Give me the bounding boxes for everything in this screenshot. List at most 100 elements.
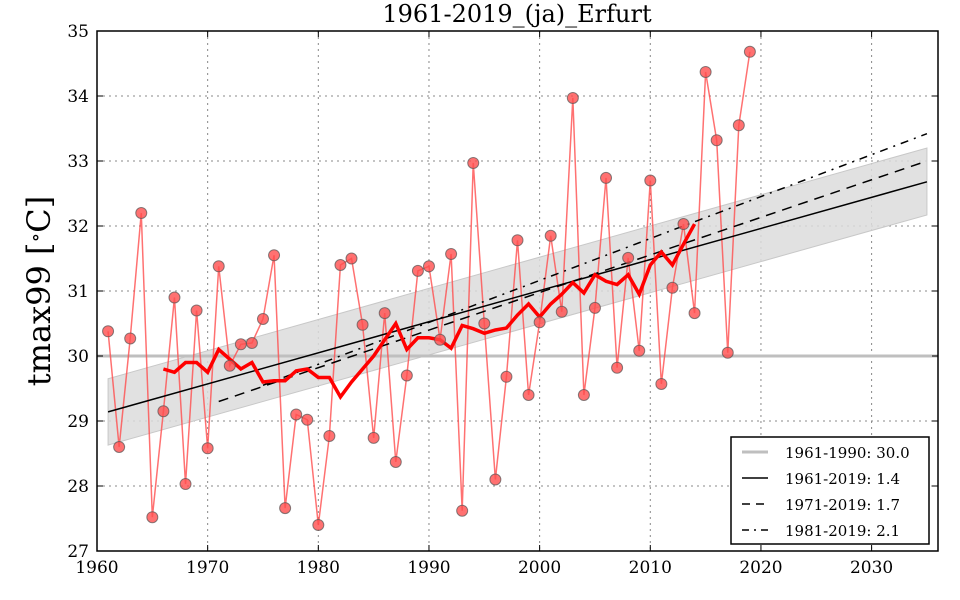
annual-point	[577, 389, 590, 401]
annual-point	[124, 332, 137, 345]
trend-1971-2019	[218, 160, 928, 403]
annual-point	[467, 156, 480, 169]
annual-point	[456, 504, 469, 517]
annual-point	[378, 307, 391, 320]
annual-point	[234, 338, 247, 351]
y-axis-label-main: tmax99 [	[20, 243, 58, 387]
annual-point	[743, 45, 756, 58]
trend-1981-2019	[262, 132, 928, 386]
y-axis-label: tmax99 [∘C]	[20, 196, 58, 386]
annual-point	[666, 281, 679, 294]
x-tick-label: 2020	[739, 558, 782, 578]
annual-point	[190, 304, 203, 317]
annual-point	[411, 264, 424, 277]
legend-item: 1961-1990: 30.0	[742, 444, 910, 462]
annual-point	[688, 307, 701, 320]
annual-point	[732, 119, 745, 132]
x-tick-label: 2030	[850, 558, 893, 578]
annual-point	[710, 134, 723, 147]
axis-ticks	[96, 30, 938, 552]
trend-1961-2019	[107, 181, 928, 413]
legend-label: 1961-1990: 30.0	[785, 444, 910, 462]
annual-point	[677, 218, 690, 231]
annual-point	[500, 370, 513, 383]
annual-point	[522, 389, 535, 401]
legend-box	[730, 436, 930, 545]
y-tick-label: 28	[67, 477, 89, 497]
annual-point	[622, 251, 635, 264]
legend: 1961-1990: 30.0 1961-2019: 1.4 1971-2019: …	[730, 436, 930, 545]
x-tick-label: 2010	[629, 558, 672, 578]
annual-point	[201, 442, 214, 455]
annual-point	[334, 259, 347, 271]
legend-item: 1981-2019: 2.1	[742, 522, 900, 540]
x-tick-label: 1960	[75, 558, 118, 578]
x-tick-label: 1980	[297, 558, 340, 578]
x-tick-label: 1970	[186, 558, 229, 578]
y-tick-labels: 27 28 29 30 31 32 33 34 35	[67, 22, 89, 562]
chart-title: 1961-2019_(ja)_Erfurt	[382, 0, 652, 28]
annual-point	[489, 473, 502, 486]
annual-point	[290, 408, 303, 421]
annual-point	[544, 229, 557, 242]
annual-point	[279, 502, 292, 515]
y-axis-label-degree: ∘	[23, 233, 47, 243]
annual-point	[699, 65, 712, 78]
y-tick-label: 29	[67, 412, 89, 432]
annual-point	[323, 429, 336, 442]
annual-point	[356, 318, 369, 331]
annual-point	[511, 234, 524, 247]
annual-point	[367, 431, 380, 444]
annual-point	[655, 377, 668, 390]
annual-point	[345, 252, 358, 265]
annual-point	[555, 305, 568, 318]
y-tick-label: 31	[67, 282, 89, 302]
x-tick-labels: 1960 1970 1980 1990 2000 2010 2020 2030	[75, 558, 893, 578]
legend-item: 1971-2019: 1.7	[742, 496, 900, 514]
moving-average-line	[162, 223, 697, 401]
annual-point	[223, 359, 236, 372]
plot-area	[97, 45, 938, 531]
y-tick-label: 35	[67, 22, 89, 42]
annual-point	[434, 333, 447, 346]
x-tick-label: 1990	[407, 558, 450, 578]
legend-label: 1971-2019: 1.7	[785, 496, 900, 514]
annual-point	[245, 337, 258, 349]
x-tick-label: 2000	[518, 558, 561, 578]
annual-point	[611, 361, 624, 374]
annual-point	[179, 478, 192, 491]
annual-point	[633, 344, 646, 357]
y-tick-label: 34	[67, 87, 89, 107]
y-tick-label: 32	[67, 217, 89, 237]
annual-point	[566, 91, 579, 104]
annual-point	[445, 247, 458, 260]
legend-item: 1961-2019: 1.4	[742, 470, 900, 488]
annual-point	[588, 301, 601, 314]
y-tick-label: 27	[67, 542, 89, 562]
annual-point	[157, 405, 170, 418]
y-tick-label: 33	[67, 152, 89, 172]
annual-point	[212, 260, 225, 273]
annual-point	[478, 317, 491, 330]
y-tick-label: 30	[67, 347, 89, 367]
annual-point	[146, 511, 159, 524]
y-axis-label-unit: C]	[20, 196, 58, 233]
annual-point	[600, 171, 613, 184]
annual-point	[400, 369, 413, 382]
legend-label: 1961-2019: 1.4	[785, 470, 900, 488]
annual-point	[644, 174, 657, 187]
annual-point	[301, 413, 314, 426]
legend-label: 1981-2019: 2.1	[785, 522, 900, 540]
annual-point	[268, 249, 281, 262]
annual-point	[256, 312, 269, 325]
annual-point	[168, 291, 181, 304]
annual-point	[389, 455, 402, 468]
annual-point	[113, 441, 126, 453]
annual-point	[721, 346, 734, 359]
annual-point	[312, 519, 325, 531]
annual-point	[533, 316, 546, 329]
annual-point	[102, 325, 115, 338]
annual-point	[422, 260, 435, 273]
annual-point	[135, 207, 148, 219]
